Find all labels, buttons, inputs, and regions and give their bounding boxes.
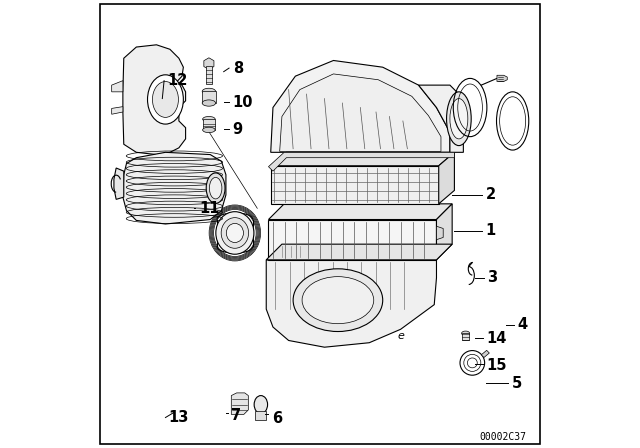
Polygon shape — [271, 60, 450, 152]
Text: 00002C37: 00002C37 — [479, 432, 526, 442]
Bar — [255, 411, 266, 420]
Text: 12: 12 — [168, 73, 188, 88]
Ellipse shape — [450, 99, 468, 139]
Bar — [202, 91, 216, 103]
Ellipse shape — [447, 92, 471, 146]
Ellipse shape — [293, 269, 383, 332]
Polygon shape — [123, 45, 186, 155]
Polygon shape — [497, 75, 508, 82]
Text: 7: 7 — [231, 408, 241, 423]
Text: 10: 10 — [232, 95, 253, 110]
Text: e: e — [397, 331, 404, 341]
Polygon shape — [481, 350, 490, 358]
Polygon shape — [271, 166, 439, 204]
Text: 6: 6 — [272, 411, 282, 426]
Text: 4: 4 — [517, 317, 527, 332]
Ellipse shape — [203, 127, 215, 133]
Polygon shape — [436, 204, 452, 260]
Text: 5: 5 — [512, 375, 522, 391]
Ellipse shape — [209, 177, 222, 199]
Polygon shape — [269, 152, 454, 171]
Ellipse shape — [206, 173, 225, 203]
Polygon shape — [439, 152, 454, 204]
Text: 2: 2 — [486, 187, 496, 202]
Ellipse shape — [221, 218, 248, 248]
Text: 8: 8 — [232, 60, 243, 76]
Polygon shape — [269, 204, 452, 220]
Ellipse shape — [254, 396, 268, 414]
Text: 9: 9 — [232, 121, 243, 137]
Text: 13: 13 — [168, 410, 189, 425]
Polygon shape — [111, 107, 123, 114]
Polygon shape — [419, 85, 463, 152]
Ellipse shape — [202, 100, 216, 106]
Text: 14: 14 — [486, 331, 507, 346]
Polygon shape — [123, 152, 226, 224]
Polygon shape — [436, 226, 443, 240]
Text: 1: 1 — [486, 223, 496, 238]
Ellipse shape — [461, 331, 470, 336]
Polygon shape — [231, 393, 248, 414]
Ellipse shape — [227, 224, 243, 242]
Ellipse shape — [203, 116, 215, 122]
Polygon shape — [271, 152, 454, 166]
Polygon shape — [111, 81, 123, 92]
Bar — [463, 333, 468, 340]
Ellipse shape — [202, 88, 216, 95]
Ellipse shape — [147, 75, 183, 124]
Polygon shape — [266, 260, 436, 347]
Polygon shape — [114, 168, 124, 199]
Bar — [203, 119, 215, 130]
Polygon shape — [204, 58, 214, 69]
Text: 11: 11 — [199, 201, 220, 216]
Ellipse shape — [152, 82, 179, 117]
Text: 3: 3 — [486, 270, 497, 285]
Text: 15: 15 — [486, 358, 507, 373]
Polygon shape — [269, 220, 436, 260]
Bar — [206, 66, 212, 84]
Ellipse shape — [302, 276, 374, 323]
Polygon shape — [266, 244, 452, 260]
Polygon shape — [280, 74, 441, 151]
Ellipse shape — [216, 212, 254, 254]
